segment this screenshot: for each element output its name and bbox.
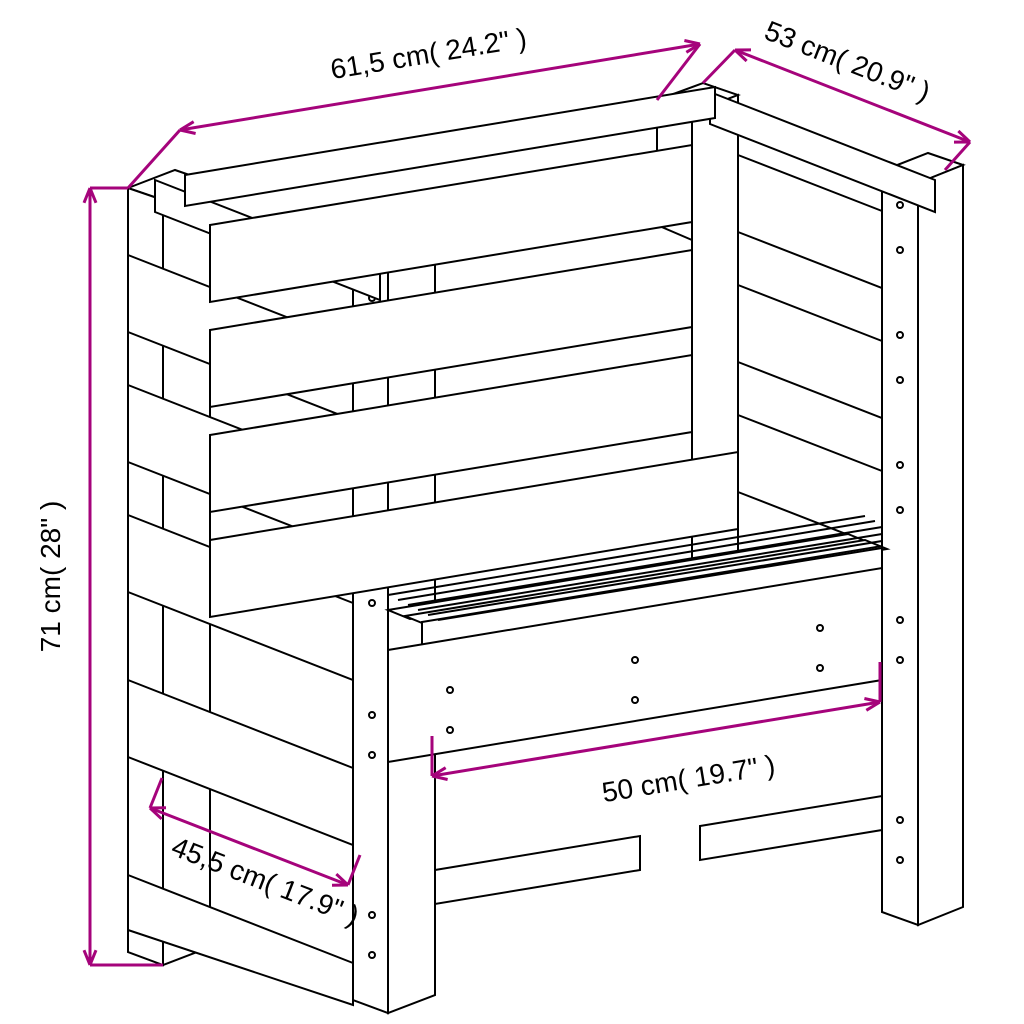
- rear-stretcher-2: [700, 796, 882, 860]
- dim-seat-width-label: 50 cm( 19.7" ): [600, 749, 778, 808]
- front-right-post: [882, 153, 963, 925]
- back-slats: [210, 145, 738, 617]
- right-side-inner-slats: [738, 155, 882, 548]
- dimensioned-furniture-diagram: 61,5 cm( 24.2" )53 cm( 20.9" )71 cm( 28"…: [0, 0, 1024, 1024]
- dim-width-label: 61,5 cm( 24.2" ): [328, 22, 529, 85]
- dim-height-label: 71 cm( 28" ): [35, 501, 66, 653]
- rear-stretcher: [435, 836, 640, 904]
